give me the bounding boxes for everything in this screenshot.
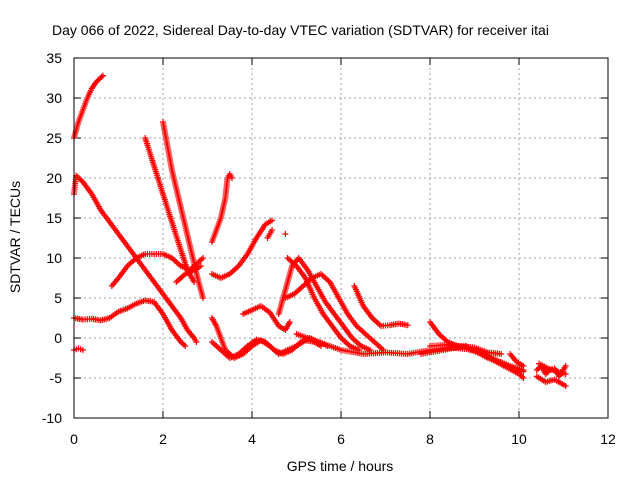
series-arc-10 [208,217,276,281]
series-arc-26 [507,351,527,369]
y-tick-label: 10 [46,250,62,266]
series-arc-2 [71,172,200,345]
x-tick-label: 4 [248,431,256,447]
data-point [498,351,505,357]
data-point [200,255,207,261]
x-tick-label: 0 [70,431,78,447]
chart-title: Day 066 of 2022, Sidereal Day-to-day VTE… [52,22,549,38]
data-point [79,347,86,353]
data-point [520,375,527,381]
data-point [200,295,207,301]
series-arc-28 [533,373,569,389]
data-point [453,343,460,349]
y-tick-label: -5 [50,370,63,386]
y-tick-labels: -10 -5 0 5 10 15 20 25 30 35 [42,50,62,426]
series-arc-11 [264,227,276,241]
data-point [520,363,527,369]
data-point [404,322,411,329]
x-tick-label: 8 [426,431,434,447]
y-tick-label: 30 [46,90,62,106]
data-point [366,347,373,353]
series-arc-20 [293,331,478,357]
x-tick-labels: 0 2 4 6 8 10 12 [70,431,616,447]
data-point [286,319,293,325]
plot-frame [73,57,609,419]
data-point [282,231,289,237]
data-point [182,343,189,349]
series-arc-9 [208,171,235,245]
data-point [520,368,527,375]
y-tick-label: 35 [46,50,62,66]
y-tick-label: 25 [46,130,62,146]
data-point [269,217,276,224]
series-arc-1 [71,72,106,141]
data-point [78,177,85,184]
y-tick-label: 20 [46,170,62,186]
x-tick-label: 12 [600,431,616,447]
grid-lines [74,58,608,418]
data-point [98,73,105,80]
series-arc-12 [282,231,289,237]
data-point [562,383,569,389]
y-axis-title: SDTVAR / TECUs [7,181,23,293]
series-arc-7 [160,119,207,301]
data-point [228,175,235,181]
series-arc-18 [284,255,362,353]
series-arc-4 [71,345,86,353]
data-point [99,72,106,79]
plot-series [71,72,569,389]
series-arc-3 [71,297,189,349]
data-point [562,371,569,377]
y-tick-label: 0 [54,330,62,346]
x-tick-label: 2 [159,431,167,447]
series-arc-29 [536,360,569,377]
x-tick-label: 10 [511,431,527,447]
series-arc-8 [173,263,204,285]
series-arc-25 [427,319,460,349]
y-tick-label: 15 [46,210,62,226]
x-axis-title: GPS time / hours [287,458,394,474]
y-tick-label: 5 [54,290,62,306]
data-point [269,227,276,233]
series-arc-15 [240,303,293,333]
series-arc-24 [467,347,527,375]
data-point [562,363,569,369]
series-arc-19 [351,283,411,329]
y-tick-label: -10 [42,410,62,426]
data-point [197,263,204,269]
x-tick-label: 6 [337,431,345,447]
data-point [193,339,200,345]
